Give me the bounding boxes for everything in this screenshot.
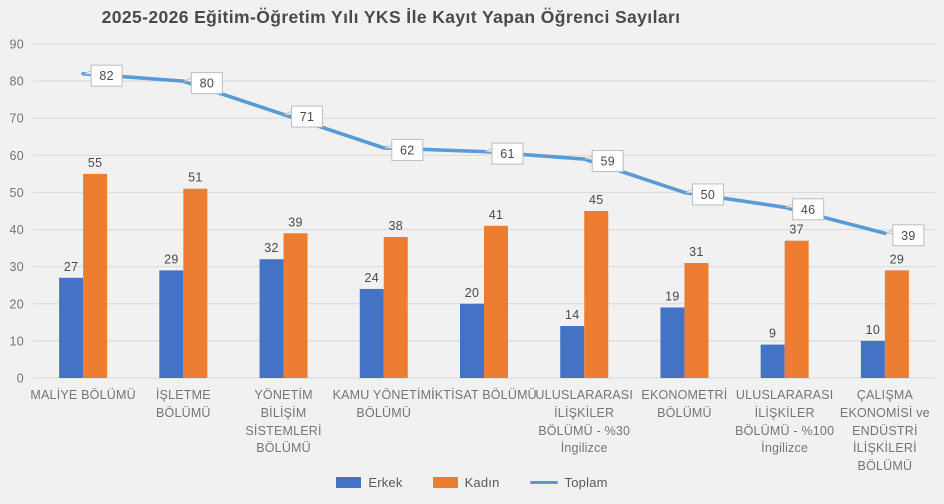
line-data-label: 62 — [400, 143, 415, 157]
line-data-label-box — [691, 183, 724, 206]
legend-label-toplam: Toplam — [564, 475, 608, 490]
bar-value-label: 31 — [689, 245, 704, 259]
toplam-swatch-icon — [529, 480, 558, 485]
bar-kadin — [283, 233, 308, 378]
y-axis-tick-label: 10 — [9, 334, 24, 348]
bar-kadin — [584, 211, 609, 378]
bar-kadin — [884, 270, 909, 378]
y-axis-tick-label: 80 — [9, 75, 24, 89]
bar-value-label: 27 — [64, 260, 79, 274]
bar-erkek — [259, 259, 284, 378]
line-data-label: 80 — [200, 77, 215, 91]
bar-value-label: 10 — [866, 323, 881, 337]
bar-erkek — [760, 344, 785, 378]
line-data-label: 46 — [801, 203, 816, 217]
bar-value-label: 24 — [365, 271, 380, 285]
bar-value-label: 20 — [465, 286, 480, 300]
legend-label-kadin: Kadın — [464, 475, 500, 490]
y-axis-tick-label: 60 — [9, 149, 24, 163]
y-axis-tick-label: 90 — [9, 38, 24, 52]
bar-kadin — [484, 225, 508, 378]
bar-kadin — [383, 236, 408, 378]
bar-erkek — [460, 303, 484, 378]
bar-value-label: 19 — [665, 289, 680, 303]
legend-item-toplam: Toplam — [529, 475, 608, 490]
bar-erkek — [560, 326, 585, 378]
bar-kadin — [83, 173, 108, 378]
bar-erkek — [159, 270, 184, 378]
line-data-label: 59 — [600, 155, 615, 169]
line-data-label-box — [491, 142, 524, 165]
bar-erkek — [860, 340, 885, 378]
line-data-label-box — [591, 150, 624, 173]
y-axis-tick-label: 30 — [9, 260, 24, 274]
y-axis-tick-label: 0 — [17, 372, 24, 386]
bar-erkek — [59, 277, 84, 378]
bar-value-label: 38 — [389, 219, 404, 233]
bar-erkek — [359, 288, 384, 378]
bar-kadin — [784, 240, 809, 378]
bar-value-label: 41 — [489, 208, 504, 222]
legend-item-erkek: Erkek — [336, 475, 402, 490]
bar-value-label: 14 — [565, 308, 580, 322]
chart-title: 2025-2026 Eğitim-Öğretim Yılı YKS İle Ka… — [101, 7, 681, 27]
bar-erkek — [660, 307, 685, 378]
line-data-label: 71 — [300, 110, 315, 124]
kadin-swatch-icon — [432, 477, 458, 488]
y-axis-tick-label: 50 — [9, 186, 24, 200]
line-data-label: 39 — [901, 229, 916, 243]
line-data-label-box — [792, 198, 825, 221]
line-data-label: 50 — [701, 188, 716, 202]
line-data-label: 61 — [500, 147, 515, 161]
bar-value-label: 39 — [288, 215, 303, 229]
y-axis-tick-label: 20 — [9, 297, 24, 311]
y-axis-tick-label: 70 — [9, 112, 24, 126]
bar-value-label: 37 — [789, 223, 804, 237]
bar-kadin — [684, 262, 709, 378]
line-data-label: 82 — [99, 69, 114, 83]
erkek-swatch-icon — [336, 477, 362, 488]
bar-value-label: 29 — [890, 252, 905, 266]
legend-item-kadin: Kadın — [432, 475, 500, 490]
line-data-label-box — [892, 224, 925, 247]
bar-value-label: 45 — [589, 193, 604, 207]
bar-value-label: 55 — [88, 156, 103, 170]
line-data-label-box — [90, 64, 123, 87]
bar-value-label: 29 — [164, 252, 179, 266]
y-axis-tick-label: 40 — [9, 223, 24, 237]
line-data-label-box — [391, 138, 424, 161]
bar-value-label: 32 — [264, 241, 279, 255]
bar-value-label: 51 — [188, 171, 203, 185]
bar-value-label: 9 — [769, 327, 776, 341]
legend: Erkek Kadın Toplam — [0, 475, 944, 490]
line-data-label-box — [190, 72, 223, 95]
legend-label-erkek: Erkek — [368, 475, 403, 490]
line-data-label-box — [291, 105, 324, 128]
bar-kadin — [183, 188, 208, 378]
